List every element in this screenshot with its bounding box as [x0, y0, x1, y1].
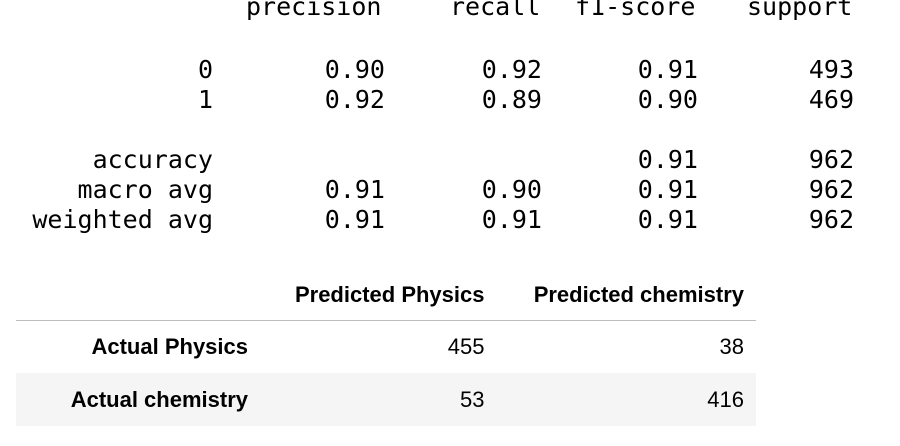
report-f1-score: 0.90: [637, 85, 698, 114]
report-precision: 0.90: [324, 55, 385, 84]
report-precision: 0.92: [324, 85, 385, 114]
report-support: 962: [808, 175, 854, 204]
table-cell: 53: [460, 386, 485, 412]
table-cell: 38: [719, 333, 744, 359]
report-row-label: 0: [197, 55, 213, 84]
report-header-f1-score: f1-score: [575, 0, 696, 21]
report-row-label: macro avg: [77, 175, 213, 204]
report-support: 962: [808, 145, 854, 174]
report-f1-score: 0.91: [637, 175, 698, 204]
column-header-predicted-physics: Predicted Physics: [294, 281, 485, 307]
report-header-recall: recall: [450, 0, 541, 21]
report-support: 493: [808, 55, 854, 84]
table-row: Actual chemistry 53 416: [16, 373, 756, 426]
column-header-predicted-chemistry: Predicted chemistry: [533, 281, 744, 307]
report-header-precision: precision: [246, 0, 382, 21]
table-cell: 416: [707, 386, 744, 412]
row-header-actual-chemistry: Actual chemistry: [70, 386, 248, 412]
table-corner: [16, 270, 260, 320]
report-recall: 0.90: [481, 175, 542, 204]
report-row-label: weighted avg: [32, 205, 213, 234]
report-row-label: accuracy: [92, 145, 213, 174]
report-support: 469: [808, 85, 854, 114]
report-header-support: support: [747, 0, 853, 21]
row-header-actual-physics: Actual Physics: [91, 333, 248, 359]
report-row-label: 1: [197, 85, 213, 114]
report-precision: 0.91: [324, 205, 385, 234]
report-recall: 0.92: [481, 55, 542, 84]
table-row: Actual Physics 455 38: [16, 320, 756, 373]
table-header-row: Predicted Physics Predicted chemistry: [16, 270, 756, 320]
report-precision: 0.91: [324, 175, 385, 204]
report-f1-score: 0.91: [637, 145, 698, 174]
report-f1-score: 0.91: [637, 55, 698, 84]
report-recall: 0.91: [481, 205, 542, 234]
confusion-matrix-table: Predicted Physics Predicted chemistry Ac…: [16, 270, 756, 426]
report-f1-score: 0.91: [637, 205, 698, 234]
table-cell: 455: [447, 333, 485, 359]
report-support: 962: [808, 205, 854, 234]
classification-report: precision recall f1-score support 0 0.90…: [32, 0, 854, 234]
report-recall: 0.89: [481, 85, 542, 114]
